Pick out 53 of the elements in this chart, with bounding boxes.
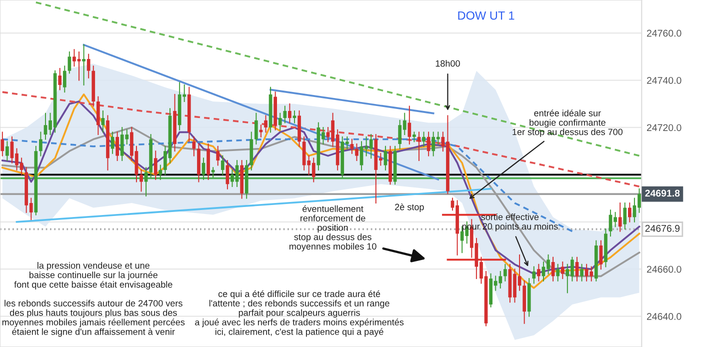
candlestick xyxy=(154,150,158,180)
ref-line-label: 24676.9 xyxy=(645,224,680,232)
line-series xyxy=(1,138,574,232)
candlestick xyxy=(283,106,287,124)
y-tick-label: 24740.0 xyxy=(646,76,682,84)
y-tick-label: 24660.0 xyxy=(646,266,682,273)
y-tick-label: 24640.0 xyxy=(646,313,682,320)
candlestick xyxy=(6,141,9,161)
candlestick xyxy=(504,264,507,282)
candlestick xyxy=(220,155,224,176)
candlestick xyxy=(580,264,584,282)
ref-line-label: 24691.8 xyxy=(645,190,680,197)
candlestick xyxy=(211,167,215,178)
candlestick xyxy=(0,132,4,156)
candlestick xyxy=(140,169,143,192)
candlestick xyxy=(278,112,282,130)
candlestick xyxy=(86,54,90,78)
candlestick xyxy=(58,68,62,90)
candlestick xyxy=(96,96,100,136)
candlestick xyxy=(408,106,412,144)
candlestick xyxy=(264,115,268,133)
candlestick xyxy=(292,110,296,124)
annotation: la pression vendeuse et une baisse continuelle sur la journée font que cette baisse était envisageable les rebonds successifs autour de 24700 vers des plus hauts toujours plus bas sous des moyennes mobiles jamais réellement percées étaient le signe d'un affaissement à venir xyxy=(2,262,185,337)
candlestick xyxy=(288,103,292,124)
candlestick xyxy=(216,146,220,166)
candlestick xyxy=(254,112,258,144)
candlestick xyxy=(39,132,42,156)
candlestick xyxy=(158,164,162,180)
line-series xyxy=(1,91,640,188)
candlestick xyxy=(412,132,416,142)
y-tick-label: 24720.0 xyxy=(646,124,682,132)
candlestick xyxy=(62,66,66,93)
annotation: 18h00 xyxy=(436,60,460,67)
candlestick xyxy=(82,44,86,86)
candlestick xyxy=(422,132,426,147)
candlestick xyxy=(532,266,536,284)
annotation: 2è stop xyxy=(395,203,424,212)
candlestick xyxy=(116,132,119,161)
candlestick xyxy=(560,262,564,280)
annotation: ce qui a été difficile sur ce trade aura été l'attente ; des rebonds successifs et un range parfait pour scalpeurs aguerris a joué avec les nerfs de traders moins expérimentés ici, clairement, c'est la patience qui a payé xyxy=(195,290,404,337)
text: DOW UT 1 xyxy=(458,11,514,20)
annotation: éventuellement renforcement de position stop au dessus des moyennes mobiles 10 xyxy=(289,205,376,252)
candlestick xyxy=(144,167,148,196)
candlestick xyxy=(226,160,230,190)
candlestick xyxy=(628,202,632,222)
candlestick xyxy=(556,264,560,282)
y-tick-label: 24760.0 xyxy=(646,30,682,37)
candlestick xyxy=(537,264,540,282)
candlestick xyxy=(68,51,72,74)
candlestick xyxy=(355,144,358,161)
candlestick xyxy=(623,202,627,230)
candlestick xyxy=(618,202,622,232)
candlestick xyxy=(599,240,603,270)
